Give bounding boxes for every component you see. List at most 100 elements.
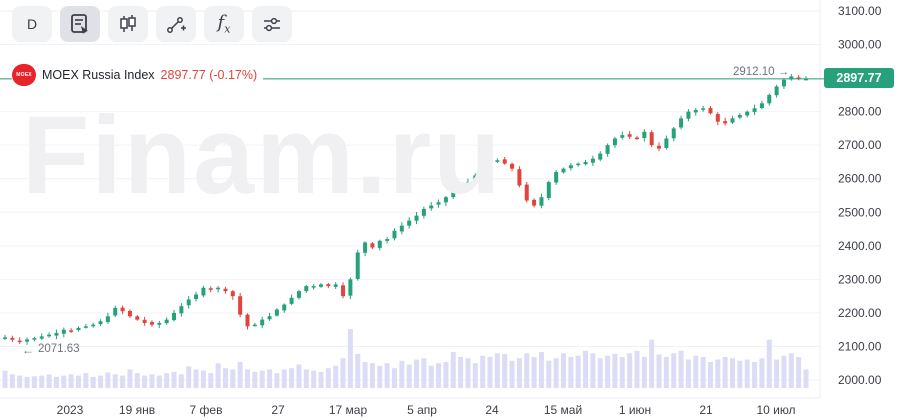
candle-body <box>10 337 15 340</box>
volume-bar <box>722 357 728 388</box>
candle-body <box>216 287 221 290</box>
volume-bar <box>355 353 361 388</box>
candle-body <box>47 334 52 337</box>
candle-body <box>326 284 331 287</box>
candle-body <box>341 285 346 297</box>
candle-body <box>657 145 662 149</box>
candle-body <box>502 159 507 164</box>
notes-button[interactable] <box>60 6 100 42</box>
candle-body <box>649 132 654 146</box>
candle-body <box>576 163 581 166</box>
candle-body <box>693 109 698 113</box>
candle-body <box>149 322 154 325</box>
volume-bar <box>516 358 522 388</box>
volume-bar <box>796 357 802 388</box>
volume-bar <box>671 353 677 388</box>
volume-bar <box>289 368 295 388</box>
y-tick-label: 2600.00 <box>838 172 882 186</box>
settings-button[interactable] <box>252 6 292 42</box>
candle-body <box>135 316 140 320</box>
candle-body <box>715 114 720 122</box>
candle-body <box>289 297 294 304</box>
volume-bar <box>164 373 170 388</box>
volume-bar <box>24 376 30 388</box>
volume-bar <box>788 353 794 388</box>
volume-bar <box>46 374 52 388</box>
candle-body <box>510 163 515 169</box>
series-legend[interactable]: MOEX MOEX Russia Index 2897.77 (-0.17%) <box>12 64 264 86</box>
volume-bar <box>414 359 420 388</box>
candle-body <box>598 153 603 160</box>
volume-bar <box>568 357 574 388</box>
volume-bar <box>200 370 206 388</box>
y-tick-label: 2700.00 <box>838 138 882 152</box>
volume-bar <box>399 360 405 388</box>
chart-type-button[interactable] <box>108 6 148 42</box>
candle-body <box>25 339 30 342</box>
volume-bar <box>730 358 736 388</box>
volume-bar <box>347 329 353 388</box>
candle-body <box>172 312 177 321</box>
volume-bar <box>627 353 633 388</box>
indicators-button[interactable]: fx <box>204 6 244 42</box>
volume-bar <box>134 373 140 388</box>
volume-bar <box>641 357 647 388</box>
volume-bar <box>744 359 750 388</box>
volume-bar <box>237 361 243 388</box>
candle-body <box>179 306 184 314</box>
candle-body <box>274 309 279 316</box>
volume-bar <box>634 350 640 388</box>
volume-bar <box>560 353 566 388</box>
volume-bar <box>222 368 228 388</box>
volume-bar <box>524 353 530 388</box>
candle-body <box>745 111 750 116</box>
candle-body <box>407 220 412 226</box>
volume-bar <box>649 339 655 388</box>
candle-body <box>392 230 397 239</box>
period-low-value: 2071.63 <box>38 343 80 355</box>
candle-body <box>363 242 368 253</box>
volume-bar <box>9 374 15 388</box>
volume-bar <box>75 375 81 388</box>
volume-bar <box>458 357 464 388</box>
candle-body <box>517 169 522 186</box>
candle-body <box>532 199 537 206</box>
volume-bar <box>171 371 177 388</box>
candle-body <box>627 134 632 137</box>
candle-body <box>524 184 529 201</box>
candle-body <box>69 330 74 332</box>
volume-bar <box>752 361 758 388</box>
volume-bar <box>245 369 251 388</box>
x-tick-label: 21 <box>699 403 713 417</box>
candle-body <box>759 103 764 109</box>
volume-bar <box>384 363 390 388</box>
x-tick-label: 7 фев <box>190 403 223 417</box>
volume-bar <box>208 373 214 388</box>
candle-body <box>32 338 37 340</box>
candle-body <box>436 202 441 205</box>
last-price-tag: 2897.77 <box>824 68 894 88</box>
y-tick-label: 3100.00 <box>838 4 882 18</box>
candle-body <box>91 324 96 327</box>
volume-bar <box>509 360 515 388</box>
volume-bar <box>406 364 412 388</box>
volume-bar <box>311 370 317 388</box>
volume-bar <box>274 373 280 388</box>
volume-bar <box>252 371 258 388</box>
candle-body <box>318 284 323 287</box>
candle-body <box>421 208 426 216</box>
volume-bar <box>502 353 508 388</box>
interval-button[interactable]: D <box>12 6 52 42</box>
x-tick-label: 17 мар <box>329 403 368 417</box>
volume-bar <box>17 375 23 388</box>
volume-bar <box>120 375 126 388</box>
candle-body <box>488 161 493 169</box>
volume-bar <box>766 339 772 388</box>
drawing-tools-button[interactable] <box>156 6 196 42</box>
candle-body <box>113 307 118 316</box>
y-tick-label: 3000.00 <box>838 38 882 52</box>
candle-body <box>164 319 169 324</box>
candle-body <box>590 158 595 163</box>
candle-body <box>664 138 669 148</box>
volume-bar <box>436 363 442 388</box>
